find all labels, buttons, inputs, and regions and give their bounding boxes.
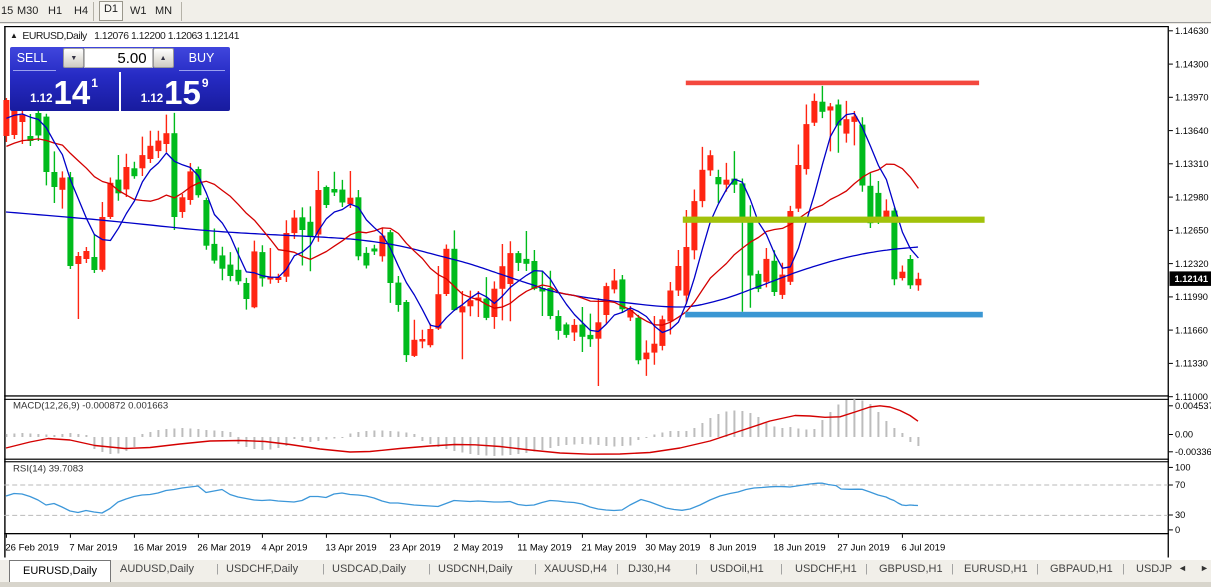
svg-text:1.11990: 1.11990: [1175, 292, 1208, 302]
svg-text:30 May 2019: 30 May 2019: [645, 543, 700, 554]
svg-text:0.00: 0.00: [1175, 430, 1193, 440]
svg-text:1.11660: 1.11660: [1175, 325, 1208, 335]
svg-text:7 Mar 2019: 7 Mar 2019: [69, 543, 117, 554]
svg-text:0.004537: 0.004537: [1175, 401, 1211, 411]
svg-text:1.14300: 1.14300: [1175, 59, 1209, 69]
svg-text:16 Mar 2019: 16 Mar 2019: [133, 543, 186, 554]
svg-text:-0.003362: -0.003362: [1175, 447, 1211, 457]
svg-text:MACD(12,26,9) -0.000872 0.0016: MACD(12,26,9) -0.000872 0.001663: [13, 401, 168, 412]
svg-text:1.13640: 1.13640: [1175, 126, 1209, 136]
svg-text:27 Jun 2019: 27 Jun 2019: [837, 543, 889, 554]
svg-text:6 Jul 2019: 6 Jul 2019: [901, 543, 945, 554]
svg-text:1.12320: 1.12320: [1175, 259, 1209, 269]
svg-text:4 Apr 2019: 4 Apr 2019: [261, 543, 307, 554]
svg-text:11 May 2019: 11 May 2019: [517, 543, 571, 554]
svg-text:RSI(14) 39.7083: RSI(14) 39.7083: [13, 464, 83, 475]
svg-text:23 Apr 2019: 23 Apr 2019: [389, 543, 440, 554]
svg-text:1.12650: 1.12650: [1175, 226, 1209, 236]
svg-text:18 Jun 2019: 18 Jun 2019: [773, 543, 825, 554]
svg-text:8 Jun 2019: 8 Jun 2019: [709, 543, 756, 554]
svg-text:26 Feb 2019: 26 Feb 2019: [5, 543, 58, 554]
svg-text:1.13970: 1.13970: [1175, 93, 1209, 103]
svg-text:2 May 2019: 2 May 2019: [453, 543, 503, 554]
svg-text:1.14630: 1.14630: [1175, 26, 1209, 36]
svg-text:30: 30: [1175, 510, 1185, 520]
svg-text:1.13310: 1.13310: [1175, 159, 1209, 169]
svg-text:1.12141: 1.12141: [1175, 274, 1209, 284]
svg-text:70: 70: [1175, 480, 1185, 490]
svg-text:1.12980: 1.12980: [1175, 192, 1209, 202]
svg-text:13 Apr 2019: 13 Apr 2019: [325, 543, 376, 554]
svg-text:21 May 2019: 21 May 2019: [581, 543, 636, 554]
svg-text:1.11000: 1.11000: [1175, 392, 1208, 402]
svg-text:1.11330: 1.11330: [1175, 359, 1208, 369]
svg-text:0: 0: [1175, 525, 1180, 535]
svg-text:100: 100: [1175, 463, 1191, 473]
svg-text:26 Mar 2019: 26 Mar 2019: [197, 543, 250, 554]
